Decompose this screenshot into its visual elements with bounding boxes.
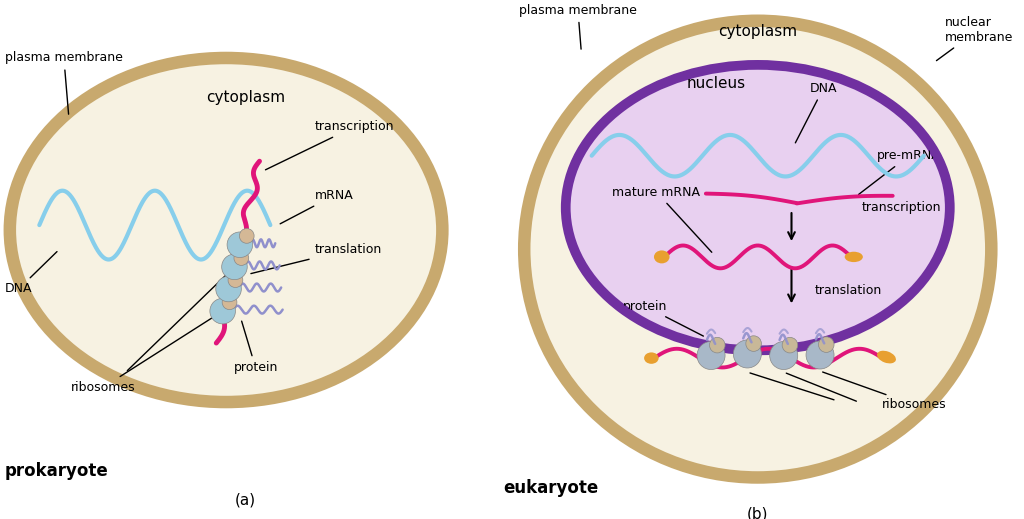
Circle shape — [233, 251, 249, 265]
Text: plasma membrane: plasma membrane — [519, 4, 637, 49]
Text: eukaryote: eukaryote — [504, 479, 599, 497]
Text: DNA: DNA — [796, 81, 838, 143]
Ellipse shape — [524, 21, 991, 477]
Text: translation: translation — [815, 284, 882, 297]
Circle shape — [818, 337, 835, 352]
Circle shape — [745, 336, 762, 351]
Circle shape — [216, 276, 242, 302]
Text: plasma membrane: plasma membrane — [5, 51, 123, 114]
Circle shape — [782, 337, 798, 353]
Circle shape — [806, 341, 835, 369]
Text: nuclear
membrane: nuclear membrane — [937, 16, 1013, 61]
Text: pre-mRNA: pre-mRNA — [858, 149, 941, 195]
Circle shape — [222, 295, 237, 310]
Text: nucleus: nucleus — [687, 76, 745, 90]
Ellipse shape — [565, 65, 950, 350]
Text: DNA: DNA — [5, 252, 57, 295]
Circle shape — [221, 254, 247, 280]
Text: ribosomes: ribosomes — [71, 312, 220, 394]
Text: (b): (b) — [748, 507, 768, 519]
Text: transcription: transcription — [861, 201, 941, 214]
Text: protein: protein — [233, 321, 278, 374]
Ellipse shape — [10, 58, 442, 402]
Text: protein: protein — [623, 299, 703, 336]
Text: transcription: transcription — [265, 120, 394, 170]
Ellipse shape — [654, 250, 670, 263]
Text: cytoplasm: cytoplasm — [206, 90, 286, 105]
Circle shape — [227, 232, 253, 257]
Ellipse shape — [877, 351, 896, 363]
Text: mRNA: mRNA — [281, 189, 353, 224]
Text: prokaryote: prokaryote — [5, 462, 109, 480]
Circle shape — [240, 228, 254, 243]
Circle shape — [210, 298, 236, 324]
Text: cytoplasm: cytoplasm — [718, 24, 798, 38]
Circle shape — [710, 337, 725, 353]
Circle shape — [697, 342, 725, 370]
Text: (a): (a) — [236, 493, 256, 508]
Circle shape — [733, 340, 762, 368]
Circle shape — [228, 273, 243, 288]
Text: mature mRNA: mature mRNA — [612, 185, 712, 252]
Text: ribosomes: ribosomes — [822, 372, 947, 412]
Text: translation: translation — [251, 243, 382, 274]
Ellipse shape — [644, 352, 658, 364]
Circle shape — [770, 342, 798, 370]
Ellipse shape — [845, 252, 863, 262]
